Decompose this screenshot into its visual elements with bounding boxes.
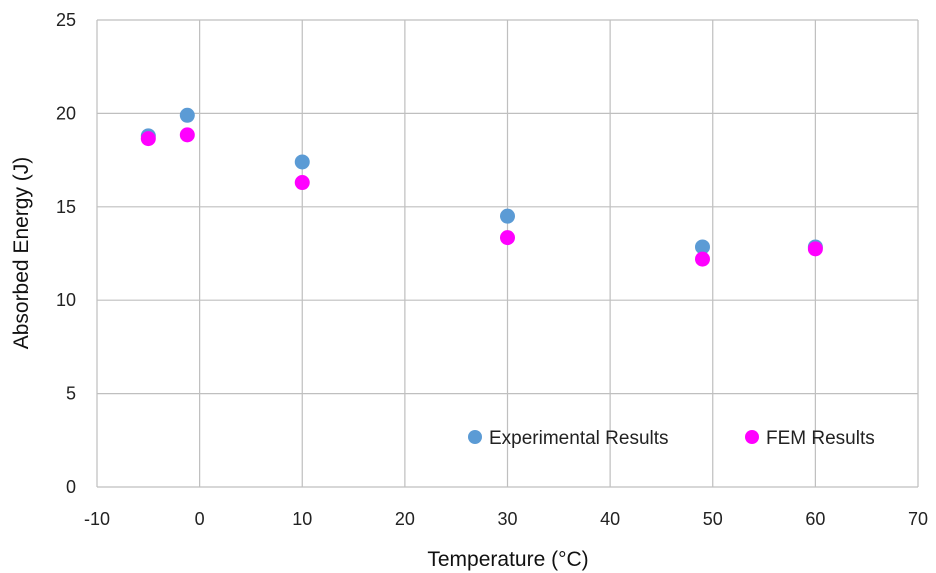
x-tick-label-0: -10 — [84, 509, 110, 529]
fem-point-0 — [140, 131, 156, 147]
experimental-point-3 — [500, 208, 515, 224]
y-tick-label-0: 0 — [66, 477, 76, 497]
legend-label-experimental: Experimental Results — [489, 428, 669, 449]
x-tick-label-4: 30 — [497, 509, 517, 529]
y-tick-label-5: 25 — [56, 10, 76, 30]
fem-point-4 — [694, 251, 710, 267]
y-tick-labels: 0 5 10 15 20 25 — [56, 10, 76, 497]
x-tick-label-3: 20 — [395, 509, 415, 529]
y-tick-label-3: 15 — [56, 197, 76, 217]
fem-point-1 — [179, 127, 195, 143]
x-tick-label-5: 40 — [600, 509, 620, 529]
fem-point-3 — [500, 230, 515, 246]
experimental-point-4 — [694, 239, 710, 255]
x-tick-label-7: 60 — [805, 509, 825, 529]
legend-marker-experimental — [468, 430, 482, 444]
x-tick-label-6: 50 — [703, 509, 723, 529]
grid-lines — [96, 19, 919, 488]
y-tick-label-4: 20 — [56, 103, 76, 123]
x-tick-label-1: 0 — [195, 509, 205, 529]
x-axis-title: Temperature (°C) — [427, 548, 588, 571]
legend-label-fem: FEM Results — [766, 428, 875, 449]
experimental-point-2 — [294, 154, 310, 170]
y-axis-title: Absorbed Energy (J) — [10, 157, 33, 350]
legend-marker-fem — [745, 430, 759, 444]
y-tick-label-2: 10 — [56, 290, 76, 310]
experimental-point-1 — [179, 107, 195, 123]
fem-point-5 — [807, 241, 823, 257]
data-points — [140, 107, 823, 267]
y-tick-label-1: 5 — [66, 384, 76, 404]
fem-point-2 — [294, 175, 310, 191]
x-tick-label-8: 70 — [908, 509, 928, 529]
legend: Experimental Results FEM Results — [468, 428, 875, 449]
x-tick-label-2: 10 — [292, 509, 312, 529]
x-tick-labels: -10 0 10 20 30 40 50 60 70 — [84, 509, 928, 529]
